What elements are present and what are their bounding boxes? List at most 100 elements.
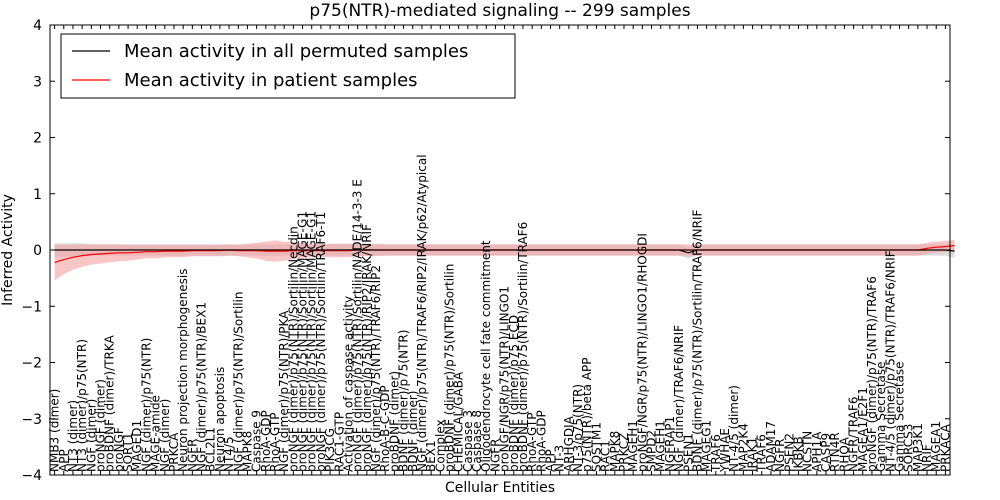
entity-label: proBDNF (dimer)/TRKA [103, 335, 117, 472]
entity-label: MAPK8 [608, 431, 622, 472]
entity-label: Oligodendrocyte cell fate commitment [479, 240, 493, 472]
y-tick-label: 4 [33, 18, 42, 34]
entity-label: SORCS3 [902, 424, 916, 472]
entity-label: Neuron apoptosis [213, 367, 227, 472]
entity-label: proBDNF (dimer)/p75 ECD [507, 315, 521, 472]
entity-label: NT4/5 [222, 436, 236, 472]
entity-label: proNGF (dimer)/p75(NTR)/TRAF6 [865, 276, 879, 472]
entity-label: MAGEG1 [700, 420, 714, 472]
entity-label: CASP9 [819, 433, 833, 472]
entity-label: BDNF (dimer) [406, 391, 420, 473]
y-tick-label: −3 [21, 412, 42, 428]
entity-label: Caspase 3 [461, 410, 475, 472]
entity-label: YWHAE [718, 428, 732, 473]
entity-label: MAP3K1 [911, 423, 925, 472]
entity-label: RHOA [837, 436, 851, 472]
y-tick-label: 3 [33, 74, 42, 90]
entity-label: proNGF (dimer)/p75(NTR)/Sortilin/Necdin [286, 226, 300, 472]
y-tick-label: −1 [21, 299, 42, 315]
entity-label: proNGF (dimer) [94, 379, 108, 472]
entity-label: NGF (dimer)/p75(NTR)/TRAF6/RIP2/IRAK/p62… [415, 154, 429, 472]
entity-label: NGFR [185, 438, 199, 472]
entity-label: NGFR/TRAF6 [847, 397, 861, 473]
entity-label: RhoA-B-C-GDP [378, 385, 392, 472]
entity-label: Caspase 9 [250, 410, 264, 472]
entity-label: proNGF (dimer)/p75(NTR)/Sortilin/NADE/14… [351, 179, 365, 472]
entity-label: Gamma Secretase [893, 361, 907, 472]
entity-label: MAGEA1/E2F1 [856, 387, 870, 472]
entity-label: Caspase 8 [470, 410, 484, 472]
entity-label: MAGEH1 [654, 420, 668, 472]
entity-label: NCSTN [801, 431, 815, 472]
entity-label: MAGED1 [130, 420, 144, 472]
entity-label: SORT1 [121, 433, 135, 473]
entity-label: PRKCZ [617, 433, 631, 472]
entity-label: SMPD2 [645, 430, 659, 472]
entity-label: BEX1 [424, 440, 438, 472]
entity-label: NT-4/5 (dimer) [727, 385, 741, 472]
entity-label: PRKACA [938, 423, 952, 472]
entity-label: NGF (dimer)/p75(NTR)/PKA [277, 310, 291, 472]
entity-label: NGF (dimer)/p75(NTR)/BEX1 [195, 302, 209, 472]
entity-label: BCL2L1 [204, 427, 218, 472]
entity-label: p75(NTR)/beta APP [580, 358, 594, 473]
entity-label: NGF (dimer)/p75(NTR) [139, 338, 153, 472]
entity-label: MAP2K4 [736, 423, 750, 472]
entity-label: MAPK8 [240, 431, 254, 472]
entity-label: NT-3/p75(NTR) [571, 384, 585, 472]
entity-label: APH1A [810, 431, 824, 472]
entity-label: proNGF [112, 427, 126, 472]
entity-label: NGFR [773, 438, 787, 472]
entity-label: Neuron projection morphogenesis [176, 269, 190, 473]
entity-label: ARHGDIA [562, 415, 576, 472]
entity-label: proBDNF (dimer)/p75(NTR)/Sortilin [443, 264, 457, 472]
entity-label: BDNF (dimer)/p75(NTR) [397, 330, 411, 472]
entity-label: NGF (dimer) [84, 399, 98, 472]
entity-label: APP [544, 449, 558, 472]
y-tick-label: 2 [33, 131, 42, 147]
entity-label: RTN4R [828, 432, 842, 472]
entity-label: PRKCA [167, 432, 181, 472]
legend-label-permuted: Mean activity in all permuted samples [124, 41, 468, 62]
entity-label: proBDNF (dimer) [387, 371, 401, 472]
entity-label: APP [57, 449, 71, 472]
entity-label: MAGEA1 [929, 421, 943, 472]
entity-label: Gamma Secretase [874, 361, 888, 472]
entity-label: NT-3 [553, 445, 567, 472]
entity-label: NGF (dimer)/TRAF6/NRIF [672, 325, 686, 472]
entity-label: RhoA-GDP [534, 410, 548, 472]
entity-label: NT3 (dimer)/p75(NTR) [75, 339, 89, 472]
entity-label: NMB3 (dimer) [48, 389, 62, 472]
x-axis-ticks [54, 25, 946, 475]
entity-label: TRAF6 [755, 434, 769, 473]
entity-label: NT3 (dimer) [66, 400, 80, 472]
entity-label: proBDNF (dimer)/p75(NTR)/Sortilin/TRAF6 [516, 222, 530, 472]
entity-label: RAC1 [599, 440, 613, 472]
y-tick-label: −2 [21, 356, 42, 372]
entity-label: RhoA-GTP [525, 413, 539, 472]
y-tick-label: 1 [33, 187, 42, 203]
entity-label: NGFR [488, 438, 502, 472]
legend-label-patient: Mean activity in patient samples [124, 70, 418, 91]
entity-label: proNGF (dimer)/p75(NTR)/RIP2/IRAK/NRIF [360, 224, 374, 472]
x-axis-label: Cellular Entities [445, 480, 555, 496]
entity-label: NT-4/5 (dimer)/p75(NTR)/TRAF6/NRIF [883, 250, 897, 472]
entity-label: ADAM17 [764, 421, 778, 472]
y-axis-ticks: −4 −3 −2 −1 0 1 2 3 4 [21, 18, 950, 484]
entity-label: MAGE-amide [149, 395, 163, 472]
entity-label: PSEN2 [782, 433, 796, 472]
entity-label: NGF (dimer) [158, 399, 172, 472]
plot-frame [49, 24, 951, 476]
entity-label: proNGF/NGR/p75(NTR)/LINGO1/RHOGDI [635, 233, 649, 472]
entity-label: BDNF (dimer)/p75(NTR)/Sortilin/TRAF6/NRI… [690, 209, 704, 472]
entity-label: PSEN1 [681, 433, 695, 472]
entity-label: Complex [433, 419, 447, 472]
entity-label: NGF (dimer)/p75(NTR)/Sortilin [231, 292, 245, 473]
entity-label: RAC1-GTP [332, 412, 346, 472]
entity-label: proNGF/NGR/p75(NTR)/LINGO1 [498, 286, 512, 472]
legend: Mean activity in all permuted samples Me… [60, 33, 516, 99]
entity-label: proNGF (dimer)/p75(NTR)/Sortilin/MAGE-G1 [296, 211, 310, 472]
entity-label: IKBKB [792, 436, 806, 472]
